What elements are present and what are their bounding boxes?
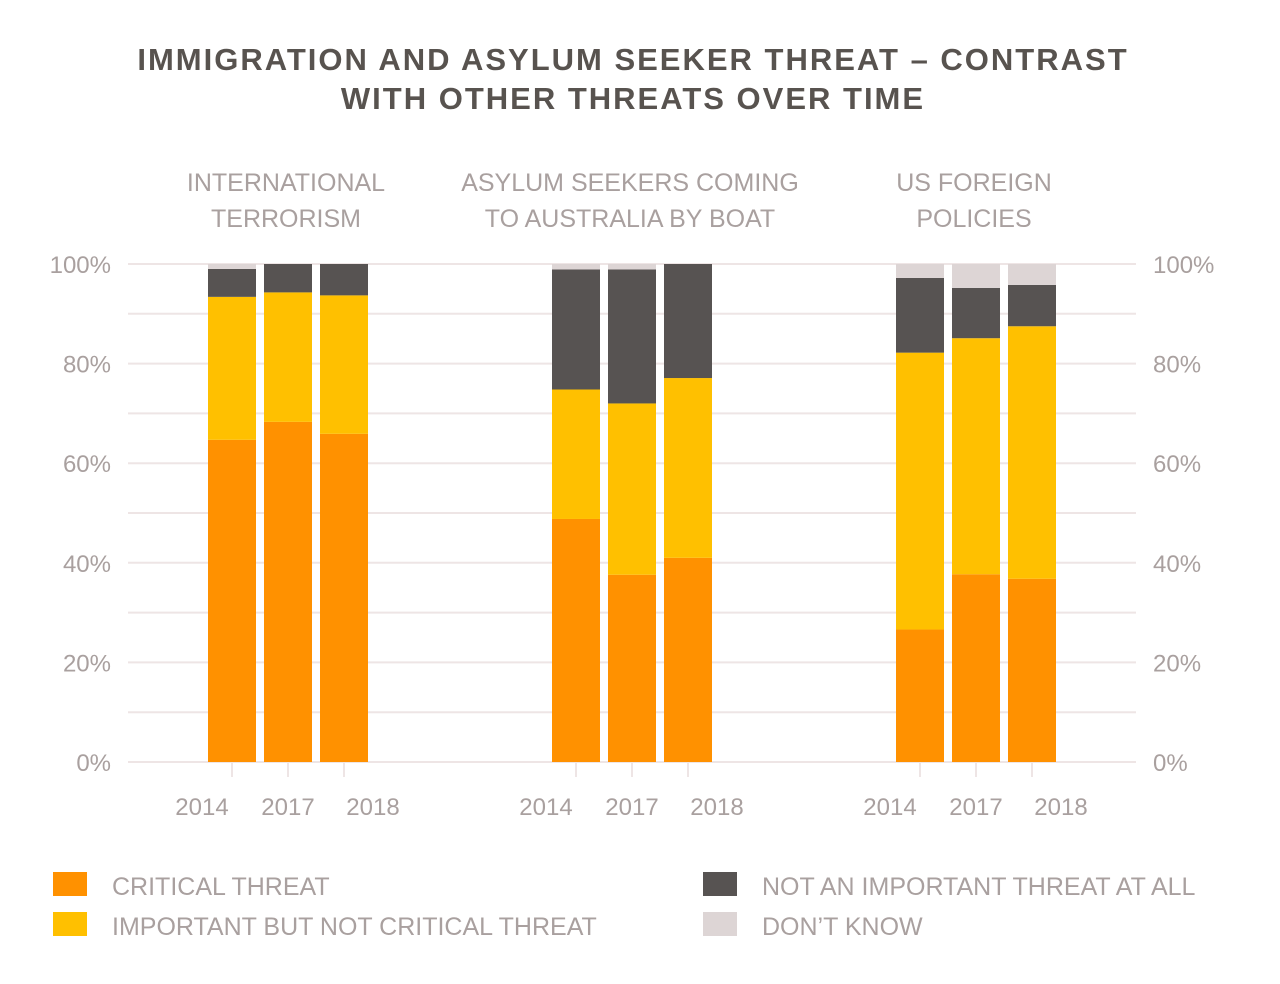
y-tick-label-left: 60% bbox=[63, 451, 111, 478]
bar-stack bbox=[664, 264, 712, 762]
bar-stack bbox=[552, 264, 600, 762]
y-tick-label-left: 20% bbox=[63, 650, 111, 677]
bar-segment bbox=[608, 264, 656, 270]
y-tick-label-left: 80% bbox=[63, 352, 111, 379]
legend: CRITICAL THREAT IMPORTANT BUT NOT CRITICA… bbox=[53, 872, 1196, 941]
bar-segment bbox=[208, 439, 256, 762]
bar-segment bbox=[608, 269, 656, 404]
legend-swatch bbox=[53, 912, 87, 936]
bar-segment bbox=[664, 264, 712, 379]
x-tick-label: 2018 bbox=[346, 794, 399, 821]
legend-item: IMPORTANT BUT NOT CRITICAL THREAT bbox=[53, 912, 597, 941]
x-axis: 2014 2017 2018 2014 2017 2018 2014 2017 2018 bbox=[175, 762, 1088, 821]
x-tick-label: 2014 bbox=[863, 794, 916, 821]
x-tick-label: 2017 bbox=[261, 794, 314, 821]
bar-segment bbox=[552, 389, 600, 519]
bar-segment bbox=[896, 264, 944, 278]
bar-segment bbox=[1008, 578, 1056, 762]
bar-segment bbox=[264, 421, 312, 762]
group-label: ASYLUM SEEKERS COMING bbox=[461, 169, 799, 197]
legend-item: NOT AN IMPORTANT THREAT AT ALL bbox=[703, 872, 1196, 901]
group-label: US FOREIGN bbox=[896, 169, 1052, 197]
y-tick-label-right: 20% bbox=[1153, 650, 1201, 677]
bar-segment bbox=[208, 296, 256, 440]
bar-stack bbox=[320, 264, 368, 762]
chart-title: IMMIGRATION AND ASYLUM SEEKER THREAT – C… bbox=[137, 42, 1128, 116]
bar-segment bbox=[952, 264, 1000, 288]
group-label: INTERNATIONAL bbox=[187, 169, 385, 197]
legend-label: CRITICAL THREAT bbox=[112, 873, 330, 901]
bar-segment bbox=[552, 518, 600, 762]
bar-segment bbox=[552, 269, 600, 390]
y-tick-label-right: 100% bbox=[1153, 252, 1214, 279]
bar-segment bbox=[896, 277, 944, 353]
y-tick-label-right: 60% bbox=[1153, 451, 1201, 478]
bar-segment bbox=[1008, 284, 1056, 327]
bar-stack bbox=[608, 264, 656, 762]
chart-title-line-1: IMMIGRATION AND ASYLUM SEEKER THREAT – C… bbox=[137, 42, 1128, 77]
bar-segment bbox=[952, 574, 1000, 762]
y-tick-label-right: 0% bbox=[1153, 750, 1188, 777]
x-tick-label: 2018 bbox=[1034, 794, 1087, 821]
x-tick-label: 2017 bbox=[949, 794, 1002, 821]
bar-segment bbox=[552, 264, 600, 270]
legend-item: DON’T KNOW bbox=[703, 912, 923, 941]
chart-title-line-2: WITH OTHER THREATS OVER TIME bbox=[341, 81, 925, 116]
bar-segment bbox=[208, 268, 256, 297]
bar-segment bbox=[664, 557, 712, 762]
group-label: TO AUSTRALIA BY BOAT bbox=[485, 205, 775, 233]
bar-stack bbox=[896, 264, 944, 762]
legend-label: NOT AN IMPORTANT THREAT AT ALL bbox=[762, 873, 1196, 901]
bar-group bbox=[896, 264, 1056, 762]
legend-swatch bbox=[53, 872, 87, 896]
x-tick-label: 2014 bbox=[519, 794, 572, 821]
y-tick-label-right: 40% bbox=[1153, 551, 1201, 578]
y-axis-left: 0% 20% 40% 60% 80% 100% bbox=[50, 252, 111, 777]
bar-segment bbox=[1008, 264, 1056, 285]
bars bbox=[208, 264, 1056, 762]
bar-segment bbox=[952, 338, 1000, 575]
bar-segment bbox=[320, 264, 368, 296]
legend-swatch bbox=[703, 872, 737, 896]
bar-segment bbox=[320, 433, 368, 762]
bar-segment bbox=[952, 287, 1000, 339]
x-tick-label: 2014 bbox=[175, 794, 228, 821]
x-tick-label: 2017 bbox=[605, 794, 658, 821]
bar-group bbox=[552, 264, 712, 762]
y-tick-label-left: 100% bbox=[50, 252, 111, 279]
bar-stack bbox=[208, 264, 256, 762]
bar-segment bbox=[896, 629, 944, 762]
group-label: POLICIES bbox=[916, 205, 1031, 233]
x-tick-label: 2018 bbox=[690, 794, 743, 821]
bar-segment bbox=[264, 264, 312, 293]
bar-group bbox=[208, 264, 368, 762]
bar-segment bbox=[608, 403, 656, 575]
group-label: TERRORISM bbox=[211, 205, 361, 233]
group-labels: INTERNATIONAL TERRORISM ASYLUM SEEKERS COM… bbox=[187, 169, 1052, 233]
bar-segment bbox=[664, 378, 712, 558]
y-tick-label-left: 40% bbox=[63, 551, 111, 578]
legend-label: IMPORTANT BUT NOT CRITICAL THREAT bbox=[112, 913, 597, 941]
legend-label: DON’T KNOW bbox=[762, 913, 923, 941]
bar-stack bbox=[264, 264, 312, 762]
legend-item: CRITICAL THREAT bbox=[53, 872, 330, 901]
y-tick-label-right: 80% bbox=[1153, 352, 1201, 379]
bar-stack bbox=[1008, 264, 1056, 762]
bar-segment bbox=[608, 574, 656, 762]
bar-segment bbox=[896, 352, 944, 630]
bar-segment bbox=[320, 295, 368, 434]
y-tick-label-left: 0% bbox=[76, 750, 111, 777]
legend-swatch bbox=[703, 912, 737, 936]
bar-segment bbox=[264, 292, 312, 422]
bar-segment bbox=[208, 264, 256, 269]
bar-stack bbox=[952, 264, 1000, 762]
bar-segment bbox=[1008, 326, 1056, 579]
y-axis-right: 0% 20% 40% 60% 80% 100% bbox=[1153, 252, 1214, 777]
